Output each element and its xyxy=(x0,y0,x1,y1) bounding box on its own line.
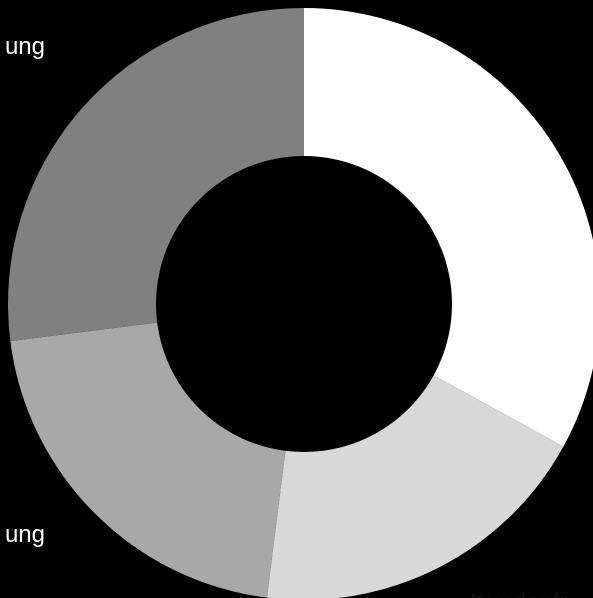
slice-label-4: ung xyxy=(5,33,45,60)
donut-hole xyxy=(156,156,452,452)
slice-labels: Kundenfr ung ung xyxy=(5,33,567,598)
slice-label-2: Kundenfr xyxy=(470,589,567,598)
slice-label-3: ung xyxy=(5,521,45,548)
